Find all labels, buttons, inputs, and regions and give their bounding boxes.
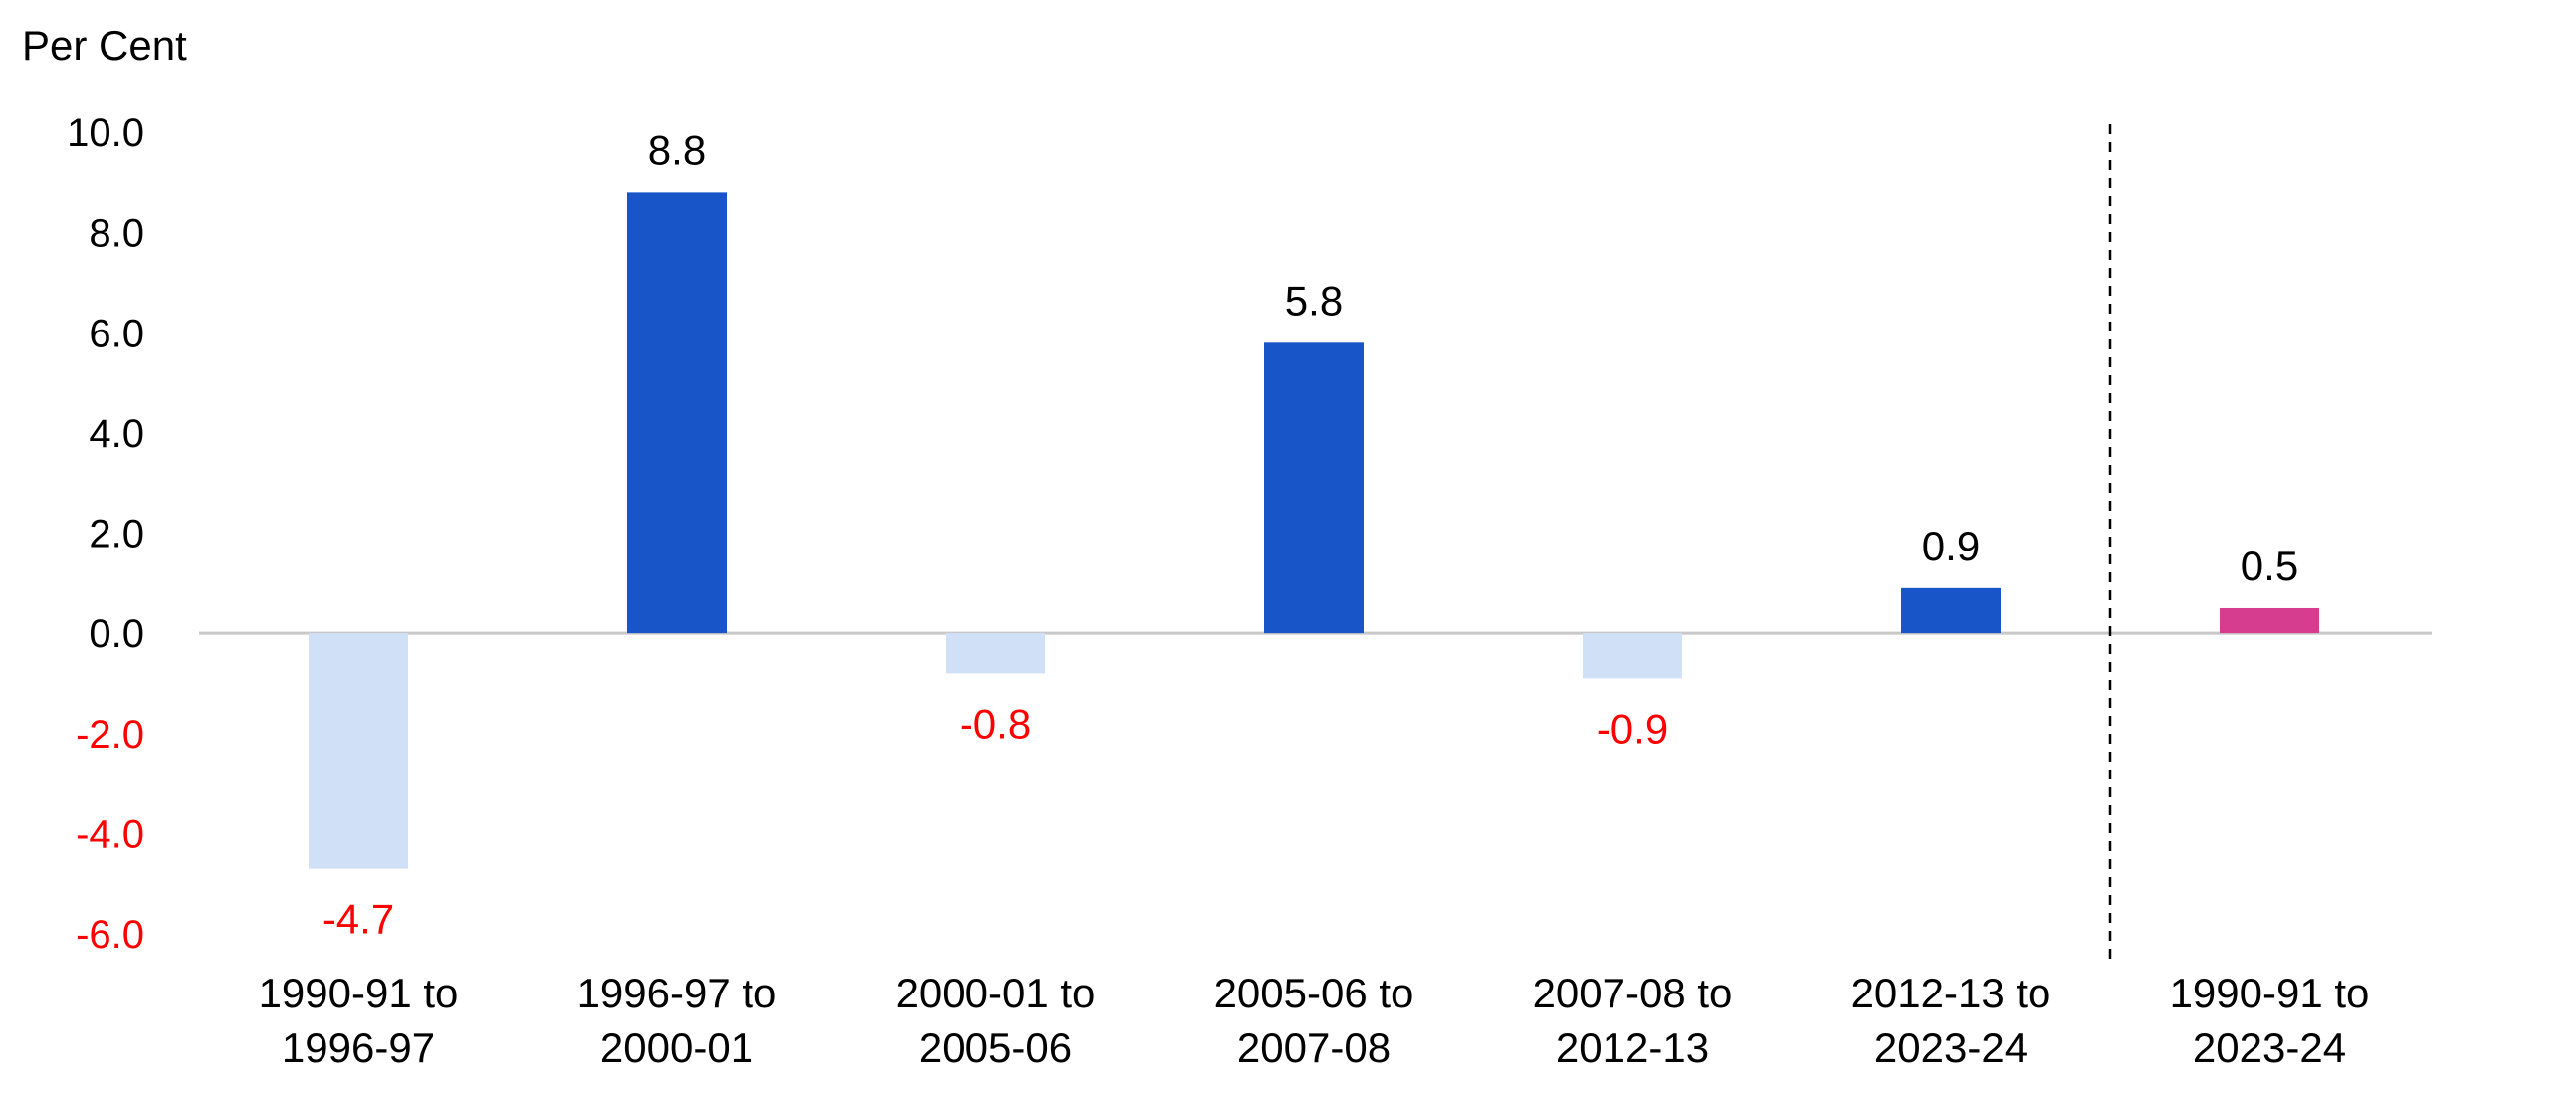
data-labels: -4.7 8.8 -0.8 5.8 -0.9 0.9 0.5 — [322, 126, 2298, 942]
y-axis-label: Per Cent — [22, 22, 187, 69]
x-tick-label: 2005-06 — [919, 1024, 1072, 1071]
y-tick-label: 4.0 — [89, 412, 144, 456]
y-tick-label: 6.0 — [89, 312, 144, 355]
y-tick-label: -4.0 — [76, 812, 144, 856]
x-tick-label: 1990-91 to — [259, 970, 459, 1016]
x-tick-label: 2012-13 — [1556, 1024, 1709, 1071]
data-label: 0.5 — [2241, 543, 2298, 589]
bar — [627, 192, 727, 634]
x-tick-label: 2023-24 — [1874, 1024, 2028, 1071]
x-tick-label: 1996-97 — [282, 1024, 435, 1071]
x-tick-label: 2007-08 — [1237, 1024, 1391, 1071]
bar — [1901, 587, 2001, 634]
y-tick-label: 10.0 — [67, 111, 144, 155]
bar — [309, 633, 408, 869]
x-tick-label: 1996-97 to — [577, 970, 777, 1016]
y-tick-label: 2.0 — [89, 513, 144, 556]
x-tick-label: 2012-13 to — [1851, 970, 2051, 1016]
x-axis-ticks: 1990-91 to 1996-97 1996-97 to 2000-01 2000-0… — [259, 970, 2370, 1071]
x-tick-label: 2007-08 to — [1533, 970, 1733, 1016]
y-tick-label: -6.0 — [76, 913, 144, 957]
y-tick-label: -2.0 — [76, 713, 144, 757]
x-tick-label: 2000-01 to — [896, 970, 1096, 1016]
y-axis-ticks: 10.0 8.0 6.0 4.0 2.0 0.0 -2.0 -4.0 -6.0 — [67, 111, 144, 957]
y-tick-label: 8.0 — [89, 212, 144, 256]
y-tick-label: 0.0 — [89, 612, 144, 656]
x-tick-label: 2023-24 — [2193, 1024, 2346, 1071]
x-tick-label: 1990-91 to — [2170, 970, 2370, 1016]
bar — [946, 633, 1045, 674]
data-label: 0.9 — [1922, 523, 1980, 569]
data-label: -0.8 — [960, 700, 1031, 747]
data-label: 5.8 — [1285, 277, 1343, 324]
data-label: -4.7 — [322, 896, 394, 943]
data-label: -0.9 — [1597, 705, 1668, 752]
bar — [1264, 342, 1364, 634]
data-label: 8.8 — [648, 126, 706, 173]
bar — [1583, 633, 1682, 679]
bars — [309, 192, 2319, 869]
x-tick-label: 2005-06 to — [1214, 970, 1414, 1016]
bar — [2220, 607, 2319, 634]
x-tick-label: 2000-01 — [600, 1024, 753, 1071]
